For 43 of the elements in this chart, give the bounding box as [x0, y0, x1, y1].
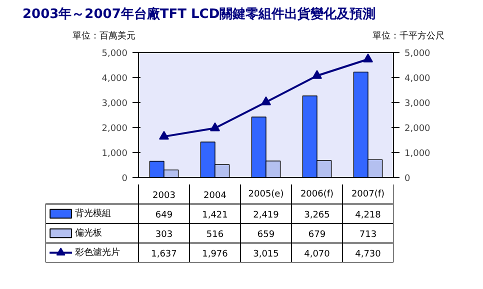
point	[159, 130, 169, 140]
x-tick-label: 2004	[204, 190, 227, 201]
data-label: 1,976	[202, 249, 228, 260]
legend-label: 背光模組	[75, 208, 112, 219]
x-tick-label: 2007(f)	[351, 189, 385, 200]
data-label: 4,218	[355, 210, 382, 220]
y-tick-label: 0	[122, 174, 128, 184]
data-label: 3,265	[304, 210, 330, 220]
chart-title: 2003年～2007年台廠TFT LCD關鍵零組件出貨變化及預測	[22, 6, 376, 22]
y2-tick-label: 1,000	[404, 149, 431, 159]
point	[363, 54, 373, 62]
data-label: 1,421	[202, 210, 228, 220]
data-label: 303	[155, 230, 173, 240]
y-tick-label: 3,000	[102, 99, 128, 109]
data-label: 1,637	[151, 249, 177, 260]
x-tick-label: 2003	[152, 190, 176, 201]
x-tick-label: 2006(f)	[300, 189, 334, 200]
data-label: 2,419	[253, 210, 280, 220]
data-label: 4,070	[304, 249, 330, 260]
data-label: 4,730	[355, 249, 382, 260]
y-tick-label: 1,000	[102, 149, 128, 159]
data-label: 3,015	[253, 249, 279, 260]
y-tick-label: 5,000	[102, 49, 128, 59]
data-label: 516	[206, 230, 224, 240]
y-tick-label: 2,000	[102, 124, 128, 134]
y2-tick-label: 4,000	[404, 74, 431, 84]
data-label: 659	[257, 230, 275, 240]
data-label: 649	[155, 210, 173, 220]
point	[312, 70, 322, 79]
y2-tick-label: 0	[404, 174, 410, 184]
data-label: 713	[359, 230, 377, 240]
point	[261, 96, 271, 106]
y2-tick-label: 5,000	[404, 49, 431, 59]
legend-label: 偏光板	[75, 227, 102, 238]
y2-tick-label: 3,000	[404, 99, 431, 109]
x-tick-label: 2005(e)	[248, 189, 284, 200]
y-tick-label: 4,000	[102, 74, 128, 84]
point	[210, 122, 220, 132]
y2-tick-label: 2,000	[404, 124, 431, 134]
y-axis-title: 單位：百萬美元	[72, 30, 136, 42]
y2-axis-title: 單位：千平方公尺	[372, 30, 444, 42]
data-label: 679	[308, 230, 326, 240]
legend-label: 彩色濾光片	[75, 246, 120, 258]
